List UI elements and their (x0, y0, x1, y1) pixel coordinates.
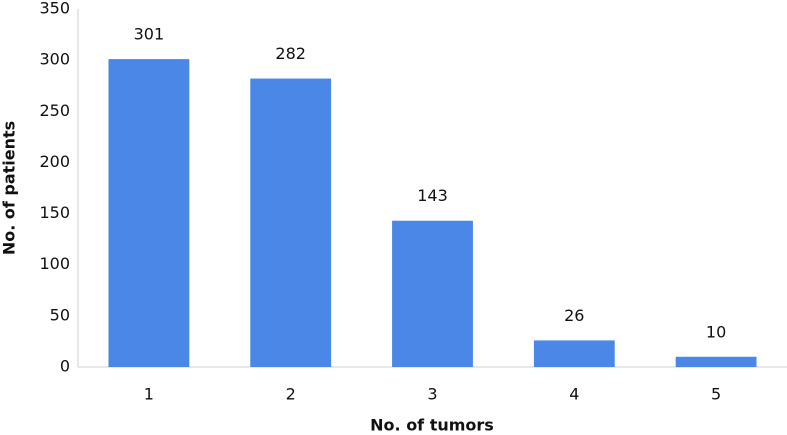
y-tick-label: 0 (60, 357, 70, 376)
y-axis-title: No. of patients (0, 121, 19, 255)
y-tick-label: 50 (50, 305, 70, 324)
data-label: 282 (275, 44, 306, 63)
y-tick-label: 200 (39, 152, 70, 171)
x-axis-title: No. of tumors (370, 416, 494, 435)
y-tick-label: 150 (39, 203, 70, 222)
data-label: 10 (706, 322, 726, 341)
x-tick-label: 2 (286, 385, 296, 404)
data-label: 26 (564, 306, 584, 325)
bar (392, 220, 473, 367)
data-label: 143 (417, 186, 448, 205)
bar (675, 356, 757, 367)
bar (108, 59, 190, 368)
x-tick-label: 5 (711, 385, 721, 404)
y-tick-label: 100 (39, 254, 70, 273)
bar (533, 340, 615, 367)
y-tick-label: 300 (39, 50, 70, 69)
data-label: 301 (134, 25, 165, 44)
bar (250, 78, 332, 367)
y-tick-label: 350 (39, 0, 70, 18)
x-tick-label: 4 (569, 385, 579, 404)
y-tick-label: 250 (39, 101, 70, 120)
x-tick-label: 3 (427, 385, 437, 404)
x-tick-label: 1 (144, 385, 154, 404)
